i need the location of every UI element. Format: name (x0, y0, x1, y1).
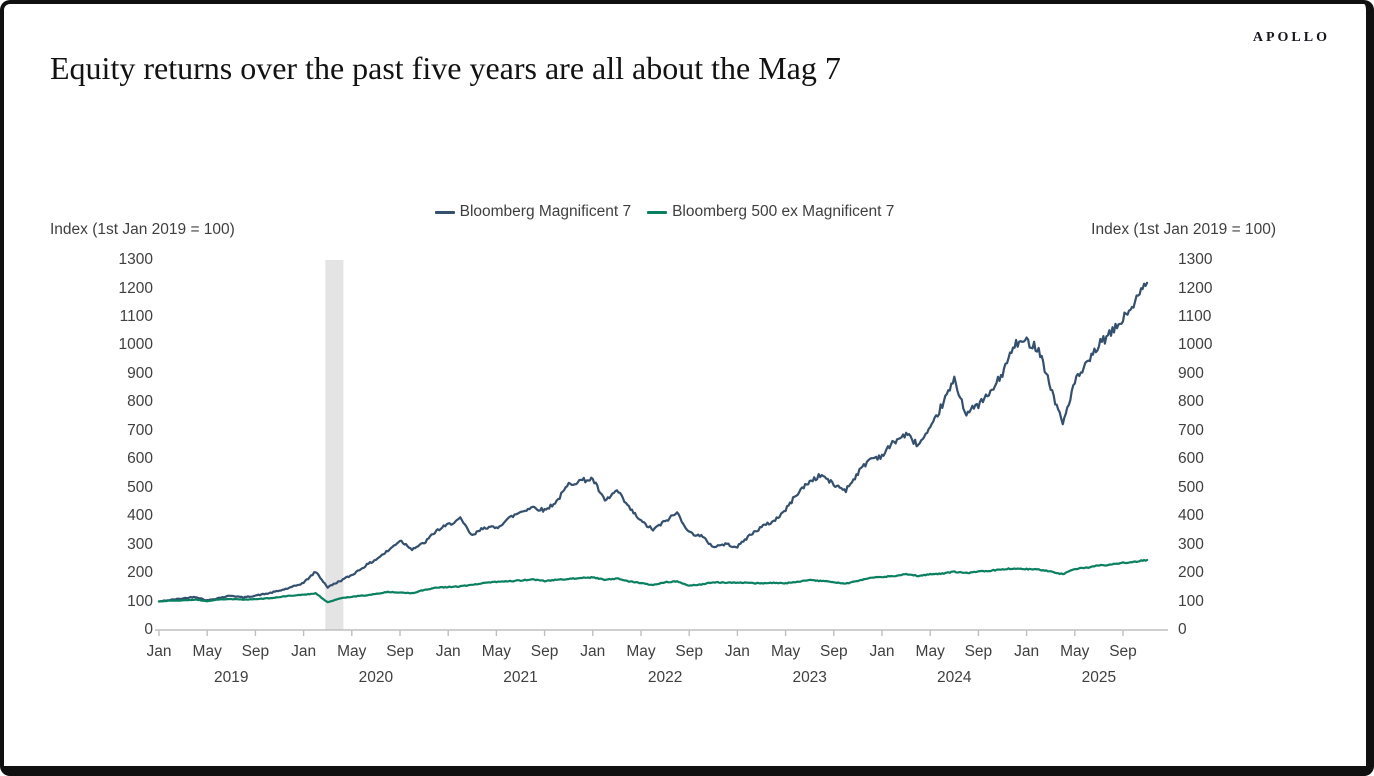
y-tick-label-right: 1300 (1178, 251, 1213, 268)
legend-dash-mag7-icon (434, 210, 455, 214)
y-tick-label-right: 0 (1178, 621, 1187, 638)
x-month-label: May (1060, 643, 1090, 660)
y-tick-label-left: 900 (127, 364, 153, 382)
legend-dash-ex-mag7-icon (647, 210, 668, 214)
series-line-mag7 (157, 281, 1149, 603)
y-tick-label-left: 1200 (118, 279, 153, 297)
x-month-label: Sep (820, 643, 848, 660)
legend-item-mag7: Bloomberg Magnificent 7 (434, 203, 632, 221)
apollo-logo: APOLLO (1252, 30, 1330, 45)
x-month-label: May (337, 643, 367, 660)
x-month-label: Sep (530, 643, 559, 660)
y-tick-label-left: 1100 (119, 307, 153, 325)
chart-legend: Bloomberg Magnificent 7 Bloomberg 500 ex… (159, 203, 1170, 221)
y-tick-label-left: 1300 (118, 251, 153, 268)
y-tick-label-left: 200 (127, 564, 153, 582)
y-tick-label-right: 300 (1178, 535, 1204, 553)
x-year-label: 2024 (937, 669, 972, 686)
x-month-label: Sep (241, 643, 270, 660)
x-month-label: May (192, 643, 222, 660)
page-title: Equity returns over the past five years … (50, 50, 841, 86)
x-year-label: 2025 (1081, 669, 1117, 686)
x-year-label: 2021 (503, 669, 538, 686)
y-tick-label-right: 500 (1178, 478, 1204, 496)
y-tick-label-right: 1100 (1178, 307, 1212, 325)
x-month-label: May (626, 643, 656, 660)
y-tick-label-right: 800 (1178, 393, 1204, 411)
y-tick-label-right: 700 (1178, 421, 1204, 439)
x-month-label: May (915, 643, 945, 660)
x-year-label: 2020 (358, 669, 394, 686)
y-tick-label-left: 500 (127, 478, 153, 496)
y-tick-label-right: 1200 (1178, 279, 1213, 297)
y-tick-label-left: 800 (127, 393, 153, 411)
legend-label-mag7: Bloomberg Magnificent 7 (459, 203, 632, 220)
x-year-label: 2019 (214, 669, 249, 686)
x-month-label: Sep (964, 643, 993, 660)
x-month-label: May (770, 643, 801, 660)
x-month-label: Jan (435, 643, 461, 660)
legend-label-ex-mag7: Bloomberg 500 ex Magnificent 7 (672, 203, 895, 220)
y-tick-label-right: 900 (1178, 364, 1204, 382)
y-tick-label-left: 400 (127, 507, 153, 525)
y-tick-label-left: 600 (127, 450, 153, 468)
x-year-label: 2023 (792, 669, 827, 686)
y-tick-label-right: 600 (1178, 450, 1204, 468)
y-axis-label-left: Index (1st Jan 2019 = 100) (50, 221, 235, 238)
legend-item-ex-mag7: Bloomberg 500 ex Magnificent 7 (647, 203, 894, 221)
x-year-label: 2022 (647, 669, 683, 686)
x-month-label: Sep (386, 643, 414, 660)
y-tick-label-left: 300 (127, 535, 153, 553)
y-tick-label-right: 400 (1178, 507, 1204, 525)
x-month-label: Jan (146, 643, 172, 660)
y-tick-label-right: 200 (1178, 564, 1204, 582)
x-month-label: Jan (580, 643, 606, 660)
series-line-ex-mag7 (157, 558, 1149, 604)
y-tick-label-left: 0 (144, 621, 153, 638)
x-month-label: Jan (1014, 643, 1040, 660)
recession-band (325, 260, 344, 630)
x-month-label: Sep (1109, 643, 1137, 660)
x-month-label: Jan (291, 643, 317, 660)
x-month-label: Jan (724, 643, 750, 660)
y-tick-label-right: 1000 (1178, 336, 1213, 354)
y-tick-label-left: 700 (127, 421, 153, 439)
x-month-label: Jan (869, 643, 895, 660)
x-month-label: May (481, 643, 512, 660)
y-tick-label-left: 1000 (118, 336, 153, 354)
y-tick-label-right: 100 (1178, 592, 1204, 610)
x-month-label: Sep (675, 643, 703, 660)
y-tick-label-left: 100 (127, 592, 153, 610)
y-axis-label-right: Index (1st Jan 2019 = 100) (1091, 221, 1276, 238)
